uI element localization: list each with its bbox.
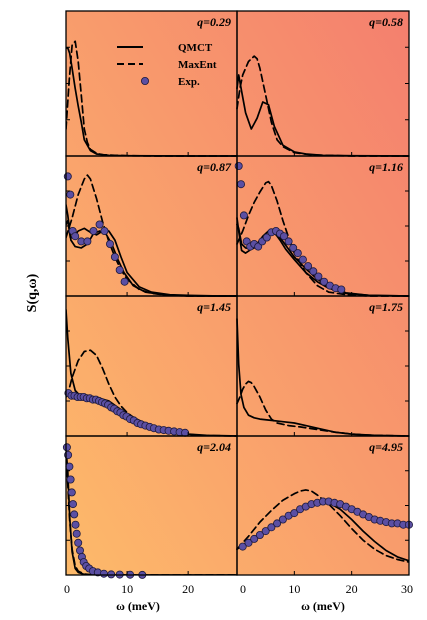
- exp-point-panel-3-11: [110, 252, 119, 261]
- curve-maxent-panel-5-2: [66, 349, 238, 437]
- exp-point-panel-4-19: [309, 267, 318, 276]
- legend-label-qmct: QMCT: [178, 42, 213, 54]
- exp-point-panel-7-18: [99, 569, 108, 578]
- q-label-panel-1: q=0.29: [197, 15, 231, 29]
- q-label-panel-6: q=1.75: [369, 300, 403, 314]
- legend: QMCT MaxEnt Exp.: [117, 42, 217, 88]
- exp-point-panel-4-24: [337, 285, 346, 294]
- exp-point-panel-8-4: [255, 531, 264, 540]
- exp-point-panel-4-16: [293, 249, 302, 258]
- exp-point-panel-7-1: [62, 443, 71, 452]
- axis-ticks: 0 10 20 0 10 20 30: [64, 46, 413, 596]
- exp-point-panel-4-2: [236, 180, 245, 189]
- exp-point-panel-4-1: [234, 161, 243, 170]
- x-tick-label-col1-3: 20: [182, 582, 194, 596]
- exp-point-panel-7-5: [67, 488, 76, 497]
- exp-point-panel-4-20: [314, 272, 323, 281]
- exp-point-panel-3-13: [120, 277, 129, 286]
- exp-point-panel-7-7: [70, 510, 79, 519]
- exp-point-panel-3-1: [63, 172, 72, 181]
- exp-point-panel-8-2: [244, 538, 253, 547]
- exp-point-panel-5-33: [181, 428, 190, 437]
- exp-point-panel-3-9: [100, 226, 109, 235]
- exp-point-panel-4-9: [262, 233, 271, 242]
- curve-maxent-panel-2-2: [236, 55, 409, 157]
- q-label-panel-4: q=1.16: [369, 160, 403, 174]
- exp-point-panel-8-5: [261, 527, 270, 536]
- q-label-panel-3: q=0.87: [197, 160, 232, 174]
- exp-point-panel-3-12: [115, 265, 124, 274]
- exp-point-panel-3-7: [89, 226, 98, 235]
- exp-point-panel-7-6: [69, 500, 78, 509]
- exp-point-panel-3-4: [71, 232, 80, 241]
- y-axis-label: S(q,ω): [25, 273, 40, 312]
- exp-point-panel-3-2: [66, 190, 75, 199]
- x-tick-label-col1-1: 0: [64, 582, 70, 596]
- x-tick-label-col2-2: 10: [288, 582, 300, 596]
- q-labels: q=0.29 q=0.58 q=0.87 q=1.16 q=1.45 q=1.75 q=2.…: [197, 15, 403, 454]
- exp-point-panel-7-3: [65, 462, 74, 471]
- exp-point-panel-7-9: [72, 529, 81, 538]
- exp-point-panel-8-10: [290, 509, 299, 518]
- exp-point-panel-4-13: [279, 232, 288, 241]
- exp-point-panel-4-17: [298, 255, 307, 264]
- exp-point-panel-8-1: [238, 542, 247, 551]
- legend-label-maxent: MaxEnt: [178, 59, 217, 71]
- x-tick-label-col2-4: 30: [401, 582, 413, 596]
- x-axis-label-left: ω (meV): [116, 599, 160, 613]
- q-label-panel-7: q=2.04: [197, 440, 231, 454]
- q-label-panel-5: q=1.45: [197, 300, 231, 314]
- q-label-panel-8: q=4.95: [369, 440, 403, 454]
- exp-point-panel-8-3: [250, 534, 259, 543]
- exp-point-panel-4-21: [320, 277, 329, 286]
- exp-point-panel-7-10: [74, 538, 83, 547]
- exp-point-panel-4-15: [289, 243, 298, 252]
- exp-point-panel-8-7: [273, 519, 282, 528]
- curve-maxent-panel-7-2: [66, 458, 238, 575]
- x-tick-label-col2-3: 20: [346, 582, 358, 596]
- exp-point-panel-8-8: [278, 515, 287, 524]
- exp-point-panel-3-10: [106, 239, 115, 248]
- curve-maxent-panel-8-2: [236, 489, 409, 563]
- exp-point-panel-4-14: [284, 237, 293, 246]
- x-tick-label-col1-2: 10: [121, 582, 133, 596]
- q-label-panel-2: q=0.58: [369, 15, 403, 29]
- curve-maxent-panel-4-3: [236, 180, 409, 297]
- exp-point-panel-4-18: [304, 262, 313, 271]
- legend-marker-exp: [140, 77, 149, 86]
- legend-label-exp: Exp.: [178, 76, 200, 88]
- exp-point-panel-4-3: [239, 211, 248, 220]
- exp-point-panel-4-7: [254, 242, 263, 251]
- exp-point-panel-8-6: [267, 523, 276, 532]
- exp-point-panel-3-8: [95, 220, 104, 229]
- exp-point-panel-7-4: [66, 475, 75, 484]
- markers-layer: [62, 161, 413, 579]
- curve-maxent-panel-6-2: [236, 380, 409, 437]
- exp-point-panel-7-8: [71, 520, 80, 529]
- x-tick-label-col2-1: 0: [240, 582, 246, 596]
- x-axis-label-right: ω (meV): [301, 599, 345, 613]
- exp-point-panel-3-6: [83, 237, 92, 246]
